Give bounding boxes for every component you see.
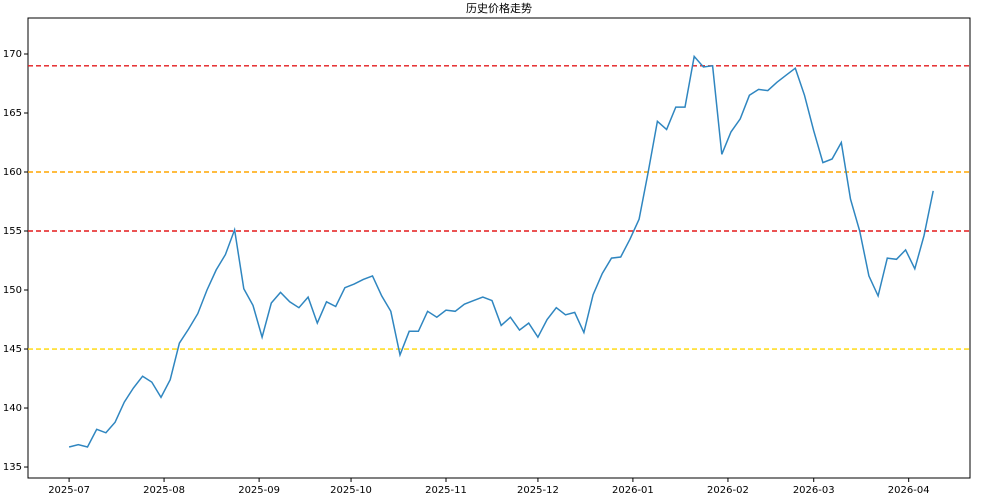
x-tick-label: 2025-08 — [143, 485, 185, 496]
x-tick-label: 2025-12 — [517, 485, 559, 496]
y-tick-label: 165 — [3, 108, 22, 119]
price-line — [68, 54, 934, 448]
y-tick-label: 140 — [3, 403, 22, 414]
x-tick-label: 2025-09 — [238, 485, 280, 496]
x-tick-label: 2026-03 — [793, 485, 835, 496]
y-tick-label: 155 — [3, 226, 22, 237]
y-tick-label: 170 — [3, 49, 22, 60]
x-tick-label: 2026-02 — [707, 485, 749, 496]
x-tick-label: 2026-01 — [612, 485, 654, 496]
chart-title: 历史价格走势 — [466, 1, 532, 15]
x-tick-label: 2025-11 — [425, 485, 467, 496]
y-tick-label: 145 — [3, 344, 22, 355]
y-tick-label: 135 — [3, 462, 22, 473]
x-tick-label: 2025-10 — [330, 485, 372, 496]
x-tick-label: 2025-07 — [48, 485, 90, 496]
x-tick-label: 2026-04 — [888, 485, 930, 496]
y-tick-label: 150 — [3, 285, 22, 296]
y-tick-label: 160 — [3, 167, 22, 178]
plot-frame — [27, 17, 971, 479]
